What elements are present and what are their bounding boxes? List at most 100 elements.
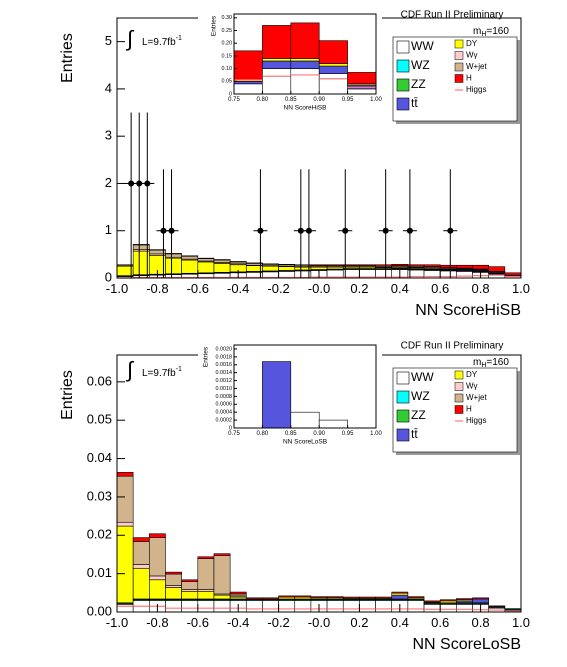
y-tick-label: 0.00: [87, 603, 112, 618]
legend-swatch: [454, 51, 464, 60]
stack-segment: [213, 594, 231, 600]
y-tick-label: 0.04: [87, 450, 112, 465]
stack-segment: [165, 571, 182, 575]
x-tick-label: -0.8: [146, 615, 168, 630]
stack-segment: [290, 58, 320, 62]
y-tick-label: 2: [105, 175, 112, 190]
stack-segment: [229, 591, 247, 595]
y-tick-label: 0.01: [87, 565, 112, 580]
legend-swatch: [396, 78, 410, 92]
stack-segment: [213, 259, 231, 263]
x-tick-label: 0.6: [431, 615, 449, 630]
x-tick-label: -0.0: [308, 615, 330, 630]
stack-segment: [278, 595, 296, 598]
y-tick-label: 0.05: [222, 79, 233, 85]
data-point: [144, 180, 151, 187]
stack-segment: [132, 564, 150, 569]
legend-swatch: [454, 62, 464, 72]
panel: 0.75 0.80 0.85 0.90 0.95 1.00 00.0002 0.0004 0.0…: [203, 344, 382, 446]
data-point: [257, 227, 264, 234]
title: CDF Run II Preliminary: [401, 10, 504, 21]
luminosity-exponent: -1: [176, 366, 182, 373]
stack-segment: [181, 579, 199, 582]
stack-segment: [262, 25, 292, 59]
stack-segment: [488, 605, 506, 607]
stack-segment: [181, 259, 199, 274]
data-point: [447, 227, 454, 234]
legend-label: Wγ: [466, 51, 478, 60]
data-point: [406, 227, 413, 234]
mass-subscript: H: [481, 362, 486, 369]
x-tick-label: 1.0: [512, 281, 530, 296]
stack-segment: [439, 604, 457, 613]
stack-segment: [310, 264, 328, 267]
x-tick-label: -1.0: [106, 281, 128, 296]
stack-segment: [181, 600, 199, 613]
stack-segment: [245, 600, 263, 613]
stack-segment: [326, 596, 344, 599]
y-tick-label: 1: [105, 222, 112, 237]
data-point: [168, 227, 175, 234]
data-point: [342, 227, 349, 234]
stack-segment: [456, 598, 473, 601]
x-tick-label: 1.00: [370, 431, 382, 437]
stack-segment: [149, 579, 166, 600]
x-tick-label: 0.90: [313, 431, 325, 437]
legend-label: DY: [466, 370, 478, 379]
legend-label: DY: [466, 39, 478, 48]
stack-segment: [197, 558, 215, 590]
stack-segment: [165, 257, 182, 275]
stack-segment: [326, 264, 344, 267]
legend-swatch: [454, 74, 464, 83]
stack-segment: [347, 72, 377, 85]
stack-segment: [132, 567, 150, 600]
y-tick-label: 0.25: [222, 28, 233, 34]
stack-segment: [294, 595, 312, 598]
plot-frame: [233, 344, 377, 429]
stack-segment: [149, 533, 166, 538]
stack-segment: [165, 253, 182, 258]
plot-frame: [233, 13, 377, 95]
stack-segment: [278, 600, 296, 613]
data-point: [297, 227, 304, 234]
x-tick-label: 0.95: [342, 97, 354, 103]
stack-segment: [326, 600, 344, 613]
stack-segment: [149, 575, 166, 581]
legend-label: Higgs: [466, 416, 486, 425]
stack-segment: [116, 475, 134, 523]
legend-label: H: [466, 405, 472, 414]
stack-segment: [290, 411, 320, 429]
y-axis-label: Entries: [59, 33, 76, 83]
x-tick-label: 0.95: [342, 431, 354, 437]
x-tick-label: 0.85: [285, 431, 297, 437]
x-tick-label: 0.4: [391, 615, 409, 630]
stack-segment: [149, 537, 166, 577]
stack-segment: [504, 272, 522, 276]
legend-label: Wγ: [466, 382, 478, 391]
x-axis-label: NN ScoreLoSB: [413, 636, 522, 653]
luminosity: L=9.7fb-1: [142, 366, 182, 379]
stack-segment: [132, 541, 150, 565]
data-point: [128, 180, 135, 187]
y-axis-label: Entries: [211, 15, 218, 36]
x-axis-label: NN ScoreHiSB: [415, 302, 521, 319]
y-tick-label: 0.20: [222, 41, 233, 47]
legend-swatch: [454, 393, 464, 403]
y-axis-label: Entries: [59, 370, 76, 420]
y-tick-label: 0: [229, 91, 232, 97]
stack-segment: [290, 68, 320, 95]
stack-segment: [165, 573, 182, 586]
legend-label: WW: [411, 370, 434, 384]
mass-symbol: m: [473, 26, 481, 37]
legend-swatch: [396, 428, 410, 442]
stack-segment: [318, 40, 348, 64]
stack-segment: [342, 600, 360, 613]
stack-segment: [318, 63, 348, 67]
stack-segment: [407, 600, 425, 613]
stack-segment: [213, 555, 231, 595]
higgs-mass: mH=160: [473, 357, 509, 369]
stack-segment: [407, 596, 425, 599]
legend-label: tt̄: [411, 96, 418, 110]
legend-swatch: [396, 97, 410, 111]
x-tick-label: 0.4: [391, 281, 409, 296]
